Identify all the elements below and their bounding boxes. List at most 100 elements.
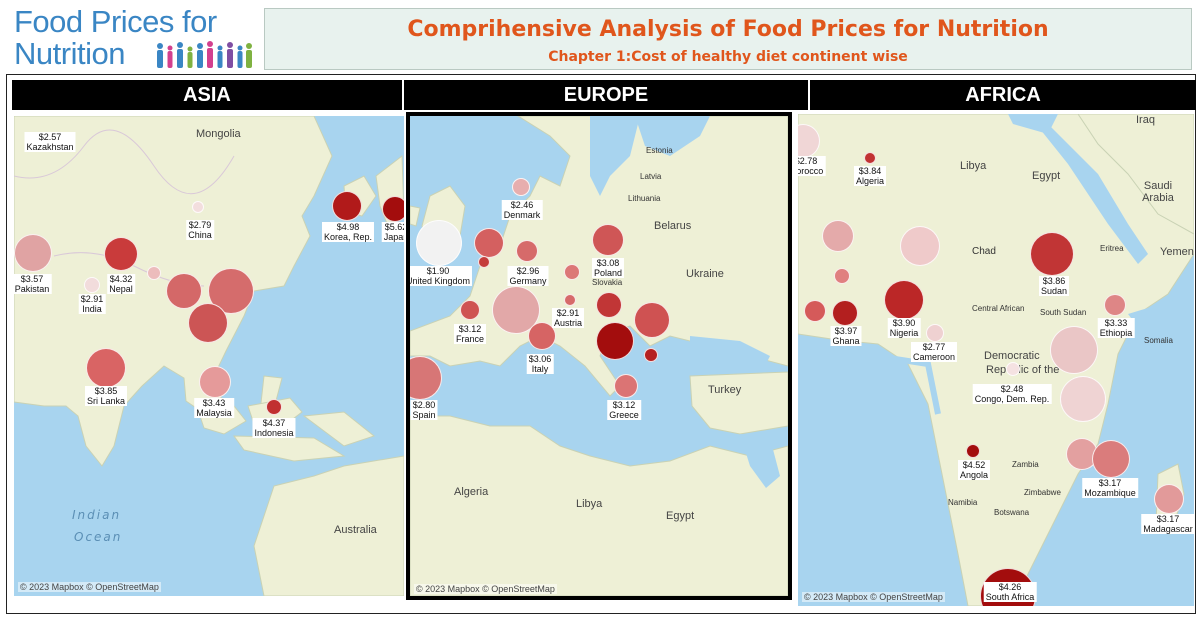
map-bubble-niger[interactable] [900,226,940,266]
map-bubble-greece[interactable] [614,374,638,398]
map-label-sudan: $3.86 Sudan [1038,276,1070,296]
map-bubble-austria[interactable] [564,294,576,306]
map-label-madagascar: $3.17 Madagascar [1141,514,1194,534]
map-bubble-sri-lanka[interactable] [86,348,126,388]
map-bubble-poland[interactable] [592,224,624,256]
page-subtitle: Chapter 1:Cost of healthy diet continent… [548,49,908,65]
map-label-poland: $3.08 Poland [591,258,625,278]
map-bubble-myanmar[interactable] [166,273,202,309]
place-egypt: Egypt [1032,170,1061,182]
map-bubble-burkina-faso[interactable] [834,268,850,284]
map-bubble-korea[interactable] [332,191,362,221]
map-label-korea: $4.98 Korea, Rep. [321,222,375,242]
place-yemen: Yemen [1160,246,1194,258]
map-bubble-mozambique[interactable] [1092,440,1130,478]
map-label-kazakhstan: $2.57 Kazakhstan [24,132,76,152]
map-label-greece: $3.12 Greece [607,400,641,420]
map-label-germany: $2.96 Germany [507,266,549,286]
place-estonia: Estonia [646,146,673,155]
map-bubble-pakistan[interactable] [14,234,52,272]
map-label-china: $2.79 China [186,220,214,240]
map-attribution: © 2023 Mapbox © OpenStreetMap [802,592,945,602]
map-bubble-ethiopia[interactable] [1104,294,1126,316]
header-asia: ASIA [12,80,402,110]
people-icon [157,41,252,68]
place-somalia: Somalia [1144,336,1173,345]
map-bubble-nepal[interactable] [104,237,138,271]
map-label-ghana: $3.97 Ghana [830,326,862,346]
map-bubble-france[interactable] [460,300,480,320]
map-bubble-tanzania[interactable] [1060,376,1106,422]
map-label-united-kingdom: $1.90 United Kingdom [410,266,473,286]
map-bubble-czech[interactable] [564,264,580,280]
place-egypt: Egypt [666,510,695,522]
map-label-japan: $5.62Japan [381,222,404,242]
map-label-pakistan: $3.57 Pakistan [14,274,52,294]
title-banner: Comprihensive Analysis of Food Prices fo… [264,8,1192,70]
place-iraq: Iraq [1136,114,1155,126]
map-label-denmark: $2.46 Denmark [501,200,543,220]
map-label-india: $2.91 India [78,294,106,314]
header-africa: AFRICA [810,80,1196,110]
map-label-spain: $2.80 Spain [410,400,438,420]
map-bubble-sudan[interactable] [1030,232,1074,276]
map-africa[interactable]: Libya Egypt Iraq Saudi Arabia Yemen Chad… [798,114,1194,606]
map-bubble-india[interactable] [84,277,100,293]
map-label-south-africa: $4.26 South Africa [983,582,1037,602]
map-bubble-romania[interactable] [634,302,670,338]
map-bubble-netherlands[interactable] [474,228,504,258]
map-bubble-cameroon[interactable] [926,324,944,342]
place-eritrea: Eritrea [1100,244,1124,253]
map-bubble-japan[interactable] [382,196,404,222]
map-europe[interactable]: Belarus Ukraine Turkey Algeria Libya Egy… [406,112,792,600]
place-zimbabwe: Zimbabwe [1024,488,1061,497]
map-bubble-hungary[interactable] [596,292,622,318]
map-label-malaysia: $3.43 Malaysia [194,398,234,418]
place-chad: Chad [972,246,996,257]
map-bubble-nigeria[interactable] [884,280,924,320]
map-asia[interactable]: Mongolia Indian Ocean Australia © 2023 M… [14,116,404,596]
map-bubble-angola[interactable] [966,444,980,458]
map-bubble-belgium[interactable] [478,256,490,268]
map-bubble-denmark[interactable] [512,178,530,196]
place-belarus: Belarus [654,220,692,232]
map-label-angola: $4.52 Angola [957,460,991,480]
place-ukraine: Ukraine [686,268,724,280]
map-bubble-china[interactable] [192,201,204,213]
map-bubble-ghana[interactable] [832,300,858,326]
map-label-cameroon: $2.77 Cameroon [910,342,958,362]
map-bubble-mali[interactable] [822,220,854,252]
dashboard-frame [6,74,1196,614]
map-bubble-united-kingdom[interactable] [416,220,462,266]
header-europe: EUROPE [404,80,808,110]
map-label-congo: $2.48 Congo, Dem. Rep. [972,384,1052,404]
map-bubble-germany[interactable] [516,240,538,262]
map-bubble-indonesia[interactable] [266,399,282,415]
place-slovakia: Slovakia [592,278,623,287]
place-namibia: Namibia [948,498,978,507]
logo-text-line1: Food Prices for [14,4,217,39]
place-saudi-arabia: Saudi Arabia [1142,180,1174,204]
place-zambia: Zambia [1012,460,1039,469]
map-label-france: $3.12 France [453,324,487,344]
map-bubble-bulgaria[interactable] [644,348,658,362]
place-lithuania: Lithuania [628,194,661,203]
place-indian: Indian [72,508,122,522]
map-bubble-kenya[interactable] [1050,326,1098,374]
map-bubble-algeria[interactable] [864,152,876,164]
map-bubble-congo[interactable] [1006,362,1020,376]
map-bubble-bangladesh[interactable] [147,266,161,280]
map-label-algeria: $3.84 Algeria [853,166,887,186]
map-label-sri-lanka: $3.85 Sri Lanka [84,386,128,406]
place-australia: Australia [334,524,377,536]
map-bubble-malaysia[interactable] [199,366,231,398]
map-bubble-italy[interactable] [528,322,556,350]
map-bubble-madagascar[interactable] [1154,484,1184,514]
map-bubble-serbia[interactable] [596,322,634,360]
map-bubble-thailand[interactable] [188,303,228,343]
place-democratic: Democratic [984,350,1040,362]
map-label-mozambique: $3.17 Mozambique [1082,478,1138,498]
map-bubble-sierra-leone[interactable] [804,300,826,322]
map-label-nigeria: $3.90 Nigeria [887,318,921,338]
map-label-ethiopia: $3.33 Ethiopia [1097,318,1135,338]
